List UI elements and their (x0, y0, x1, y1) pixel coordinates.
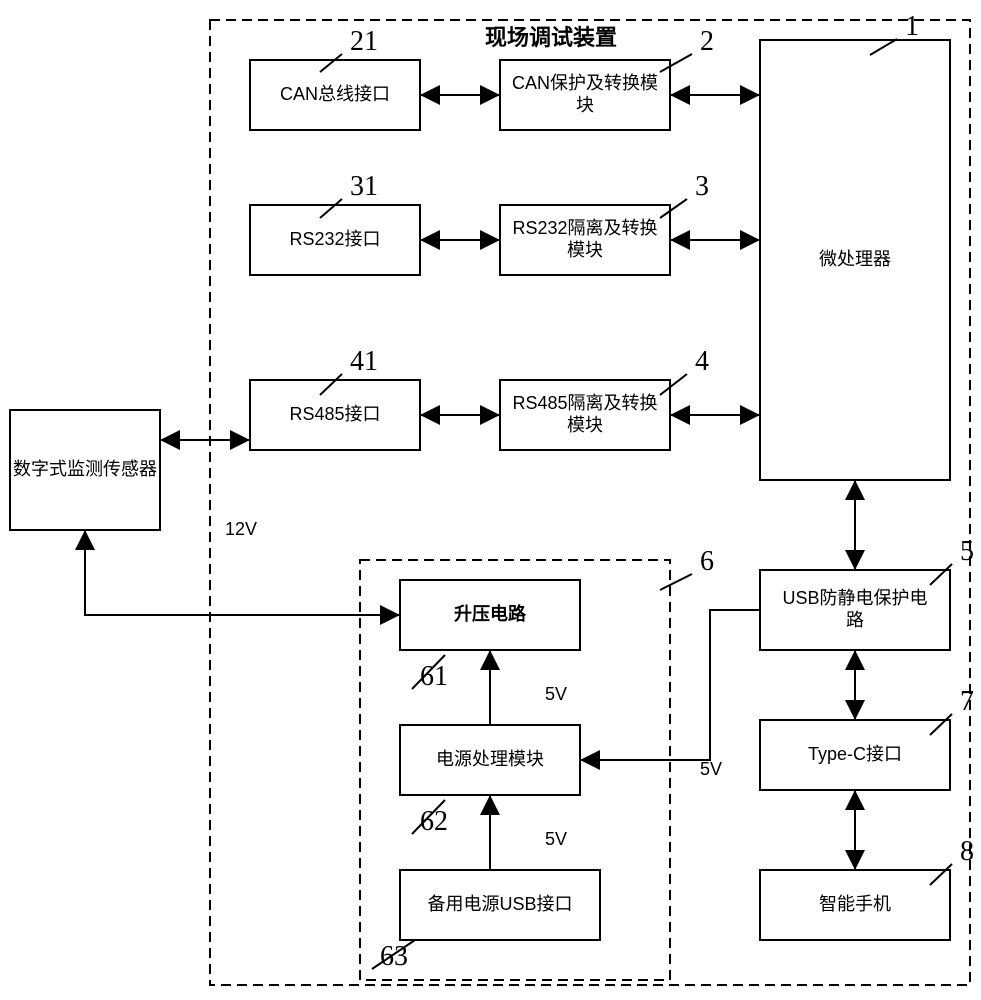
box-label-usb_prot-0: USB防静电保护电 (782, 588, 927, 608)
ref-number-6: 6 (700, 546, 714, 577)
box-label-boost: 升压电路 (454, 603, 527, 624)
box-label-rs232_if: RS232接口 (289, 229, 380, 249)
block-diagram: 现场调试装置数字式监测传感器 CAN总线接口 CAN保护及转换模块 RS232接口 RS… (0, 0, 981, 1000)
wire-12v (85, 530, 400, 615)
box-label-typec: Type-C接口 (808, 744, 902, 764)
box-label-rs232_mod-0: RS232隔离及转换 (512, 218, 657, 238)
box-label-usb_prot-1: 路 (846, 610, 864, 630)
ref-number-63: 63 (380, 941, 408, 972)
ref-number-41: 41 (350, 346, 378, 377)
box-label-usb_bak: 备用电源USB接口 (427, 894, 572, 914)
box-label-rs485_if: RS485接口 (289, 404, 380, 424)
ref-number-4: 4 (695, 346, 709, 377)
ref-number-8: 8 (960, 836, 974, 867)
box-label-rs232_mod-1: 模块 (567, 240, 603, 260)
box-label-can_mod-1: 块 (576, 95, 594, 115)
wire-label-v5a: 5V (545, 684, 567, 704)
ref-tick-6 (660, 574, 692, 590)
ref-number-31: 31 (350, 171, 378, 202)
box-label-sensor: 数字式监测传感器 (13, 459, 157, 479)
ref-number-2: 2 (700, 26, 714, 57)
diagram-title: 现场调试装置 (485, 25, 617, 50)
ref-number-7: 7 (960, 686, 974, 717)
ref-number-3: 3 (695, 171, 709, 202)
wire-label-v5c: 5V (700, 759, 722, 779)
box-label-pwr_mod: 电源处理模块 (436, 749, 544, 769)
box-label-phone: 智能手机 (819, 894, 891, 914)
wire-label-v5b: 5V (545, 829, 567, 849)
ref-number-21: 21 (350, 26, 378, 57)
box-label-can_mod-0: CAN保护及转换模 (512, 73, 658, 93)
box-label-can_if: CAN总线接口 (280, 84, 390, 104)
box-label-mcu: 微处理器 (819, 249, 891, 269)
wire-label-v12: 12V (225, 519, 257, 539)
ref-number-5: 5 (960, 536, 974, 567)
box-label-rs485_mod-0: RS485隔离及转换 (512, 393, 657, 413)
ref-number-1: 1 (905, 11, 919, 42)
box-label-rs485_mod-1: 模块 (567, 415, 603, 435)
